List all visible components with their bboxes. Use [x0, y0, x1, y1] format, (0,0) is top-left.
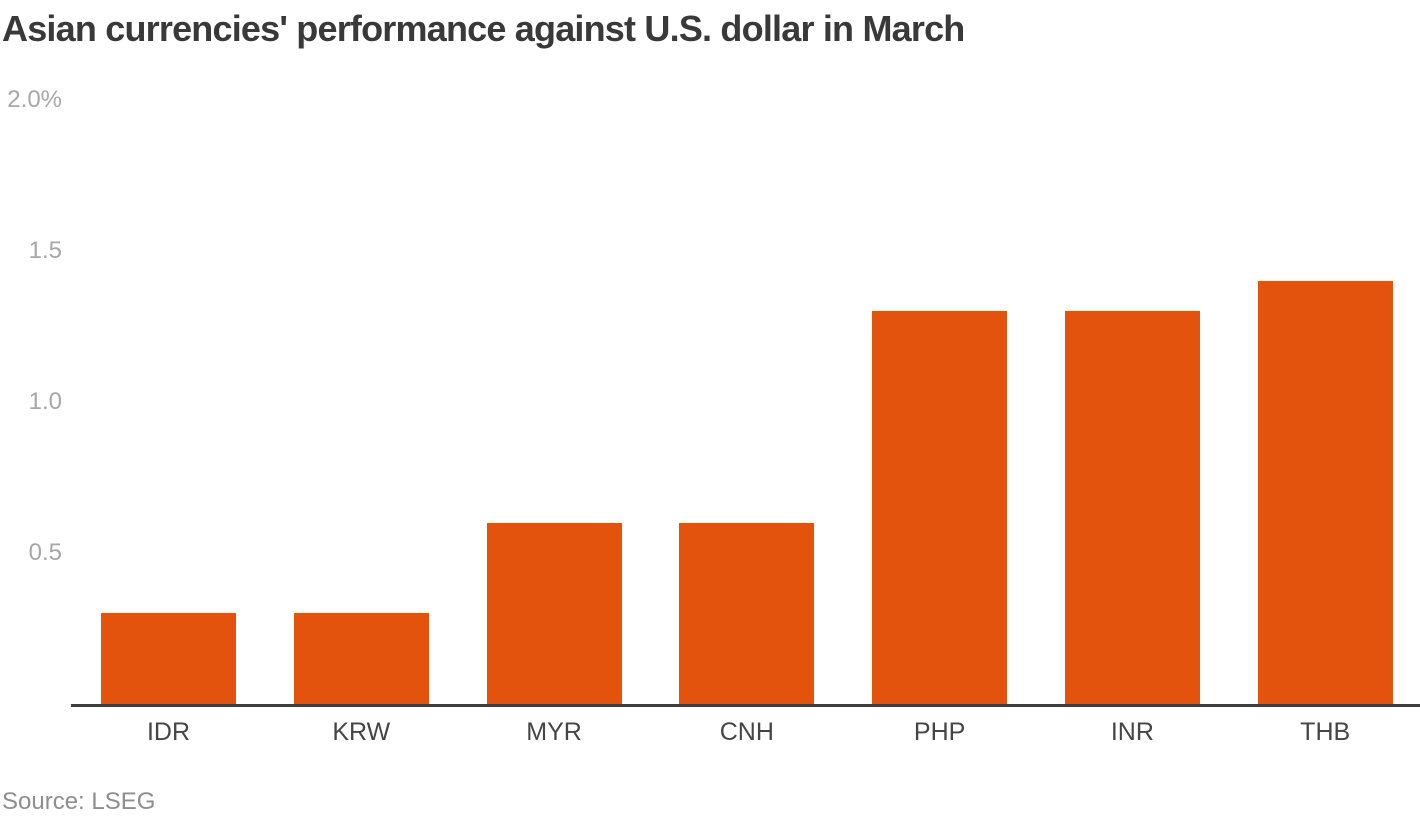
- source-note: Source: LSEG: [2, 788, 156, 815]
- x-axis-line: [71, 704, 1420, 707]
- y-tick-label: 2.0%: [7, 86, 62, 113]
- y-tick-label: 1.0: [28, 388, 62, 415]
- bar-MYR: [486, 522, 622, 704]
- x-tick-label-MYR: MYR: [526, 718, 582, 746]
- bar-IDR: [101, 613, 236, 704]
- y-tick-label: 0.5: [28, 539, 62, 566]
- x-tick-label-INR: INR: [1110, 718, 1154, 746]
- x-tick-label-CNH: CNH: [719, 718, 774, 746]
- bar-KRW: [293, 613, 429, 704]
- x-tick-label-IDR: IDR: [146, 718, 191, 746]
- bar-PHP: [872, 311, 1008, 704]
- chart-title: Asian currencies' performance against U.…: [2, 8, 965, 49]
- x-tick-label-KRW: KRW: [332, 718, 391, 746]
- x-tick-label-THB: THB: [1300, 718, 1351, 746]
- bar-THB: [1257, 281, 1393, 704]
- x-tick-label-PHP: PHP: [913, 718, 966, 746]
- bar-INR: [1064, 311, 1200, 704]
- bar-CNH: [679, 522, 815, 704]
- y-tick-label: 1.5: [28, 237, 62, 264]
